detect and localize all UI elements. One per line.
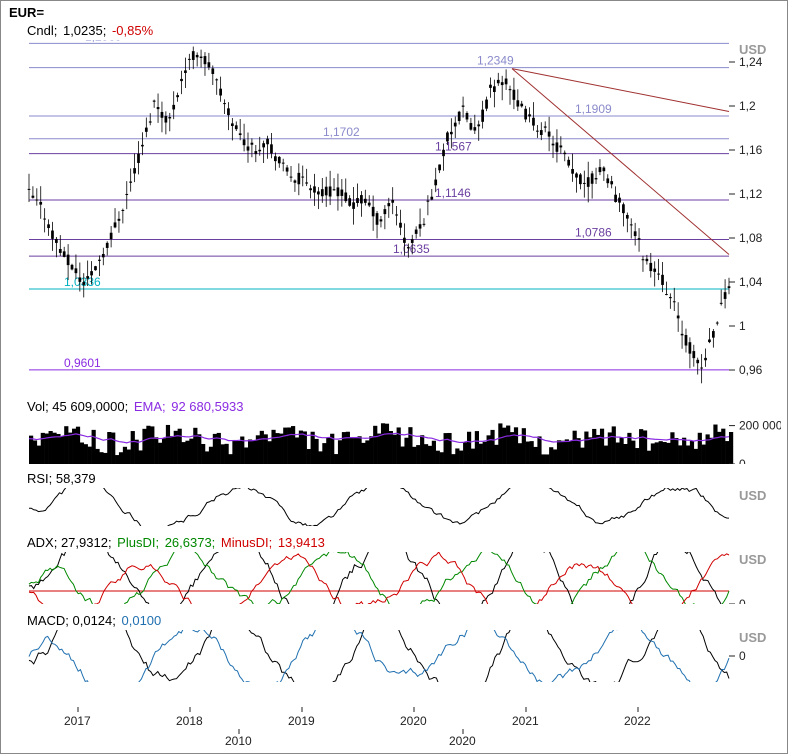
- svg-text:1,12: 1,12: [739, 187, 763, 201]
- svg-text:1,0786: 1,0786: [575, 226, 612, 240]
- svg-text:2017: 2017: [64, 714, 91, 728]
- rsi-chart: USD: [9, 488, 781, 526]
- svg-text:1,04: 1,04: [739, 275, 763, 289]
- price-chart: 1,2569 1,2349 1,1909 1,1702 1,1567 1,1146 1,07…: [9, 40, 781, 392]
- adx-label: ADX; 27,9312; PlusDI; 26,6373; MinusDI; …: [27, 535, 779, 550]
- svg-text:USD: USD: [739, 42, 766, 57]
- svg-text:0,96: 0,96: [739, 363, 763, 377]
- svg-text:USD: USD: [739, 630, 766, 645]
- svg-text:1: 1: [739, 319, 746, 333]
- svg-text:0: 0: [739, 649, 746, 663]
- svg-text:1,1702: 1,1702: [323, 125, 360, 139]
- svg-text:2020: 2020: [449, 734, 476, 747]
- svg-text:0: 0: [739, 457, 746, 464]
- svg-text:1,0635: 1,0635: [393, 242, 430, 256]
- adx-chart: 0 USD: [9, 552, 781, 604]
- macd-label: MACD; 0,0124; 0,0100: [27, 613, 779, 628]
- rsi-panel: RSI; 58,379 USD: [9, 471, 779, 527]
- svg-text:1,1146: 1,1146: [435, 186, 471, 200]
- svg-text:2021: 2021: [512, 714, 539, 728]
- svg-text:2020: 2020: [400, 714, 427, 728]
- main-panel: Cndl; 1,0235; -0,85% 1,25691,23491,19091…: [9, 23, 779, 393]
- svg-text:USD: USD: [739, 552, 766, 567]
- x-axis: 2017 2018 2019 2020 2021 2022 2010 2020: [9, 707, 779, 747]
- main-label: Cndl; 1,0235; -0,85%: [27, 23, 779, 38]
- volume-label: Vol; 45 609,0000; EMA; 92 680,5933: [27, 399, 779, 414]
- macd-panel: MACD; 0,0124; 0,0100 0 USD: [9, 613, 779, 683]
- svg-text:0,9601: 0,9601: [64, 356, 101, 370]
- svg-text:1,2349: 1,2349: [477, 54, 514, 68]
- svg-text:1,24: 1,24: [739, 55, 763, 69]
- svg-text:1,2569: 1,2569: [85, 40, 122, 43]
- svg-text:USD: USD: [739, 488, 766, 503]
- volume-chart: 0 200 000: [9, 416, 781, 464]
- macd-chart: 0 USD: [9, 630, 781, 682]
- xaxis-svg: 2017 2018 2019 2020 2021 2022 2010 2020: [9, 707, 781, 747]
- adx-panel: ADX; 27,9312; PlusDI; 26,6373; MinusDI; …: [9, 535, 779, 605]
- svg-text:1,2: 1,2: [739, 99, 756, 113]
- svg-text:1,0336: 1,0336: [64, 275, 101, 289]
- volume-panel: Vol; 45 609,0000; EMA; 92 680,5933 0 200 …: [9, 399, 779, 465]
- svg-text:1,16: 1,16: [739, 143, 763, 157]
- chart-container: EUR= Cndl; 1,0235; -0,85% 1,25691,23491,…: [0, 0, 788, 754]
- svg-text:2010: 2010: [225, 734, 252, 747]
- svg-text:1,08: 1,08: [739, 231, 763, 245]
- ticker-title: EUR=: [9, 5, 44, 20]
- svg-text:2018: 2018: [176, 714, 203, 728]
- svg-text:200 000: 200 000: [739, 419, 781, 433]
- svg-text:0: 0: [739, 597, 746, 604]
- svg-text:1,1567: 1,1567: [435, 140, 472, 154]
- rsi-label: RSI; 58,379: [27, 471, 779, 486]
- svg-text:1,1909: 1,1909: [575, 102, 612, 116]
- svg-text:2019: 2019: [288, 714, 315, 728]
- svg-text:2022: 2022: [624, 714, 651, 728]
